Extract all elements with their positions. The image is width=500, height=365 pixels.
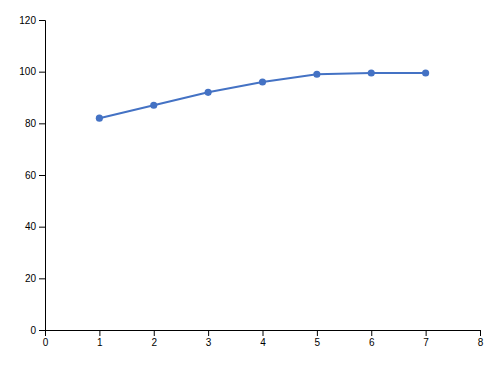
tick-label: 60 <box>25 170 37 181</box>
tick-mark <box>154 330 155 336</box>
tick-mark <box>426 330 427 336</box>
tick-mark <box>208 330 209 336</box>
point <box>368 69 375 76</box>
tick: 2 <box>151 330 157 348</box>
tick-mark <box>371 330 372 336</box>
tick: 0 <box>30 325 45 336</box>
tick: 5 <box>315 330 321 348</box>
tick-mark <box>39 20 45 21</box>
tick-label: 5 <box>315 337 321 348</box>
tick: 60 <box>25 170 45 181</box>
series <box>96 69 429 121</box>
tick-mark <box>39 278 45 279</box>
point <box>313 71 320 78</box>
tick-label: 3 <box>206 337 212 348</box>
axis-line <box>46 331 481 337</box>
tick: 40 <box>25 221 45 232</box>
tick: 8 <box>478 330 484 348</box>
tick-label: 2 <box>151 337 157 348</box>
point <box>96 115 103 122</box>
point <box>150 102 157 109</box>
tick-label: 20 <box>25 273 37 284</box>
tick-mark <box>39 330 45 331</box>
point <box>205 89 212 96</box>
tick-label: 4 <box>260 337 266 348</box>
tick-label: 80 <box>25 118 37 129</box>
tick-label: 120 <box>19 15 36 26</box>
chart: 012345678020406080100120 <box>0 0 500 365</box>
point <box>259 78 266 85</box>
x-axis: 0 1 2 3 4 5 6 7 8 <box>43 330 484 348</box>
plot-area: 012345678020406080100120 <box>19 15 483 348</box>
tick-label: 100 <box>19 66 36 77</box>
tick: 100 <box>19 66 45 77</box>
y-axis: 0 20 40 60 80 100 120 <box>19 15 45 336</box>
tick-label: 6 <box>369 337 375 348</box>
tick: 80 <box>25 118 45 129</box>
tick: 6 <box>369 330 375 348</box>
tick-mark <box>317 330 318 336</box>
tick-mark <box>39 123 45 124</box>
axis-line <box>39 21 46 331</box>
tick-mark <box>39 227 45 228</box>
tick: 4 <box>260 330 266 348</box>
tick-label: 1 <box>97 337 103 348</box>
tick: 3 <box>206 330 212 348</box>
point <box>422 69 429 76</box>
tick: 120 <box>19 15 45 26</box>
tick: 20 <box>25 273 45 284</box>
tick: 0 <box>43 330 49 348</box>
tick-label: 0 <box>43 337 49 348</box>
tick-mark <box>39 175 45 176</box>
tick-label: 8 <box>478 337 484 348</box>
tick-mark <box>39 72 45 73</box>
tick-mark <box>480 330 481 336</box>
line <box>99 73 425 118</box>
tick-label: 7 <box>423 337 429 348</box>
tick-mark <box>263 330 264 336</box>
tick-label: 40 <box>25 221 37 232</box>
tick-label: 0 <box>30 325 36 336</box>
tick-mark <box>99 330 100 336</box>
tick: 7 <box>423 330 429 348</box>
tick: 1 <box>97 330 103 348</box>
